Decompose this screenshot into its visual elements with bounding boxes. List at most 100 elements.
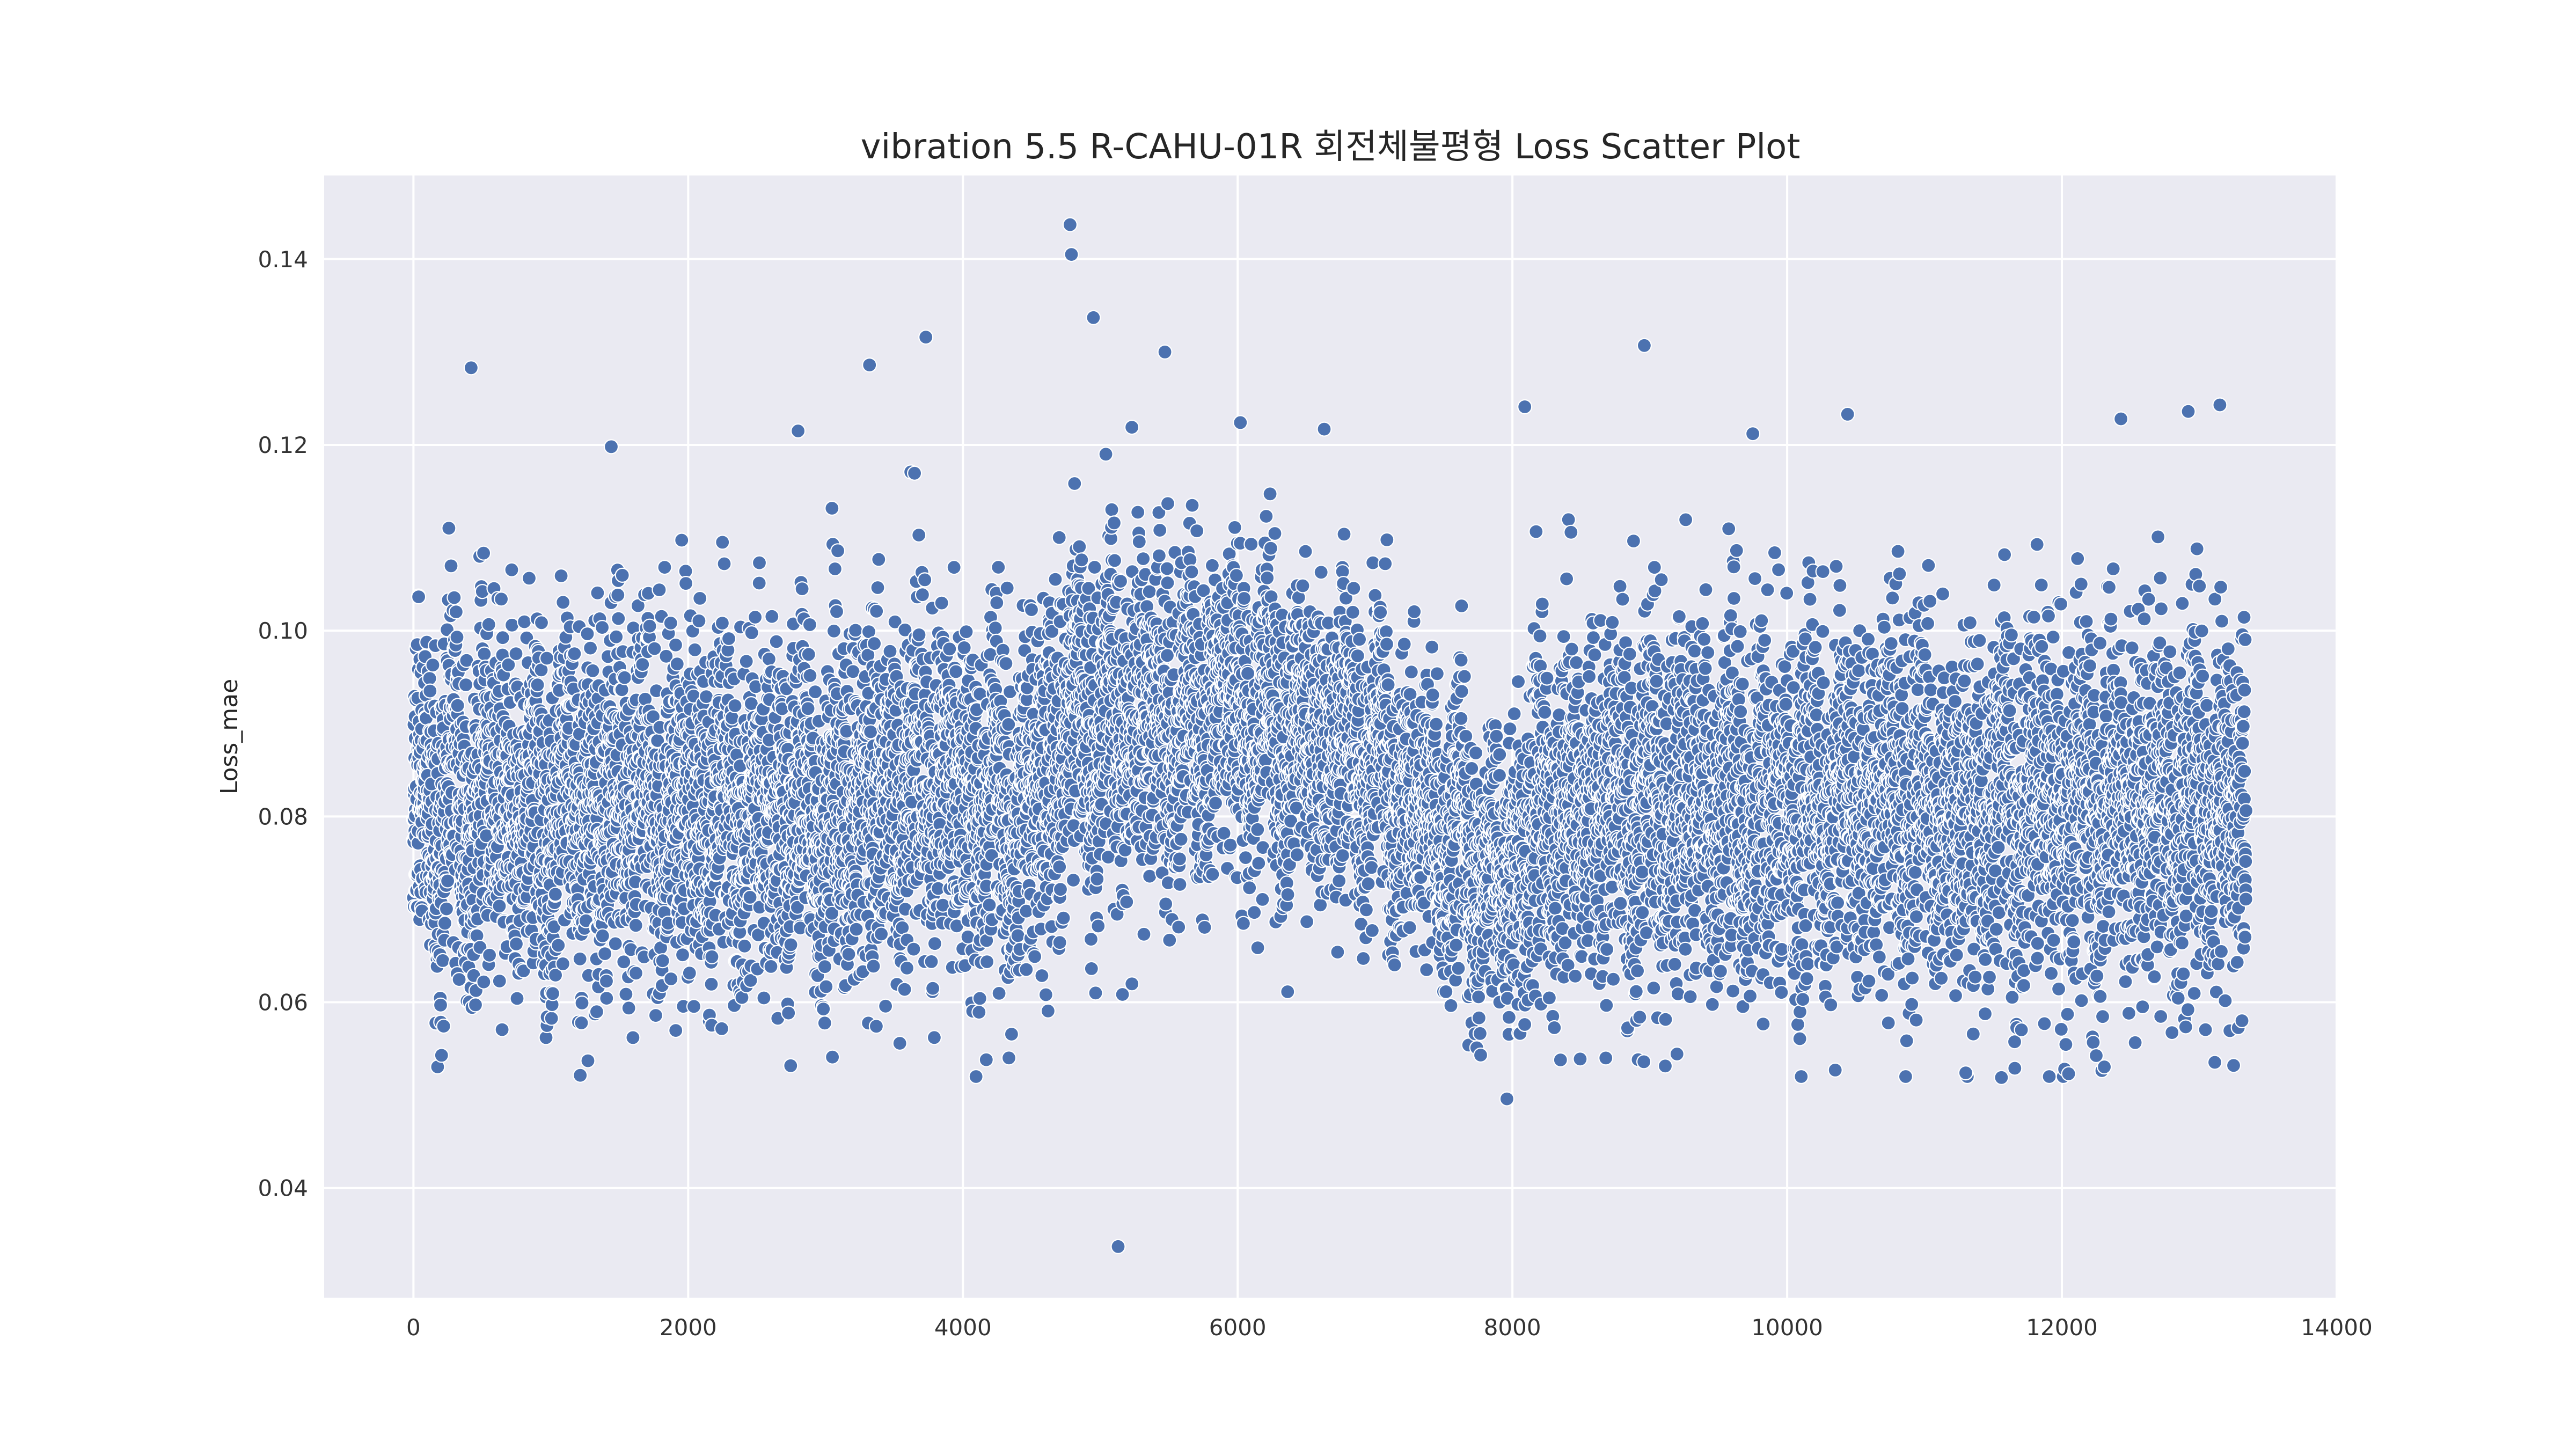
data-point [882,643,898,659]
data-point [783,937,799,953]
data-point [1084,961,1099,977]
data-point [594,619,610,635]
data-point [539,650,555,666]
data-point [545,986,561,1001]
data-point [906,465,923,481]
data-point [1052,859,1067,875]
data-point [675,947,691,963]
data-point [573,1067,588,1083]
data-point [574,995,590,1011]
data-point [942,641,957,657]
data-point [618,986,634,1002]
data-point [614,567,630,583]
data-point [870,580,885,596]
data-point [1023,602,1040,618]
data-point [818,979,834,994]
data-point [476,974,492,990]
data-point [467,997,484,1013]
data-point [747,609,763,625]
data-point [547,887,564,902]
data-point [425,657,441,673]
data-point [769,634,784,649]
data-point [628,918,643,933]
data-point [848,921,864,937]
data-point [999,580,1015,596]
data-point [617,670,632,685]
data-point [1065,872,1081,888]
data-point [609,629,624,645]
data-point [716,556,732,572]
data-point [1034,968,1050,984]
data-point [572,951,588,967]
data-point [714,1021,730,1036]
data-point [816,1001,831,1017]
data-point [475,545,492,561]
data-point [826,623,842,639]
data-point [582,640,598,656]
data-point [899,960,915,976]
data-point [911,627,927,643]
data-point [448,604,464,620]
data-point [982,897,997,913]
data-point [802,668,818,683]
data-point [991,559,1006,575]
data-point [751,555,767,570]
data-point [655,953,670,969]
data-point [663,971,679,987]
data-point [1040,1003,1056,1019]
data-point [555,595,571,610]
data-point [668,637,684,653]
data-point [715,535,730,550]
data-point [871,552,887,567]
data-point [866,636,882,652]
data-point [441,521,457,536]
data-point [687,642,702,657]
data-point [714,615,730,631]
data-point [817,1015,832,1031]
data-point [477,646,492,662]
data-point [1052,935,1067,950]
data-point [597,946,613,962]
data-point [434,1048,449,1063]
data-point [1001,1050,1017,1066]
data-point [971,1004,987,1020]
data-point [686,999,702,1014]
data-point [492,898,507,914]
data-point [704,949,720,964]
data-point [800,701,816,716]
data-point [580,626,595,642]
data-point [801,647,816,662]
data-point [704,976,719,992]
data-point [440,873,456,889]
data-point [744,625,759,641]
data-point [551,938,566,953]
data-point [585,663,601,678]
data-point [979,954,995,970]
data-point [504,562,519,577]
data-point [481,947,497,963]
data-point [1074,552,1089,568]
data-point [817,959,833,975]
data-point [509,991,525,1006]
data-point [642,618,657,634]
data-point [492,973,507,989]
data-point [761,651,777,667]
data-point [824,500,840,516]
data-point [869,603,884,619]
data-point [657,559,672,575]
data-point [727,698,743,714]
data-point [625,1030,641,1045]
data-point [494,1022,510,1037]
data-point [948,664,964,679]
data-point [635,656,650,672]
data-point [721,631,737,647]
data-point [422,670,437,686]
data-point [590,585,605,601]
data-point [783,1058,799,1073]
data-point [436,1018,451,1034]
data-point [1010,928,1026,943]
data-point [998,656,1014,671]
data-point [516,614,532,630]
data-point [553,568,569,584]
data-point [555,956,571,972]
